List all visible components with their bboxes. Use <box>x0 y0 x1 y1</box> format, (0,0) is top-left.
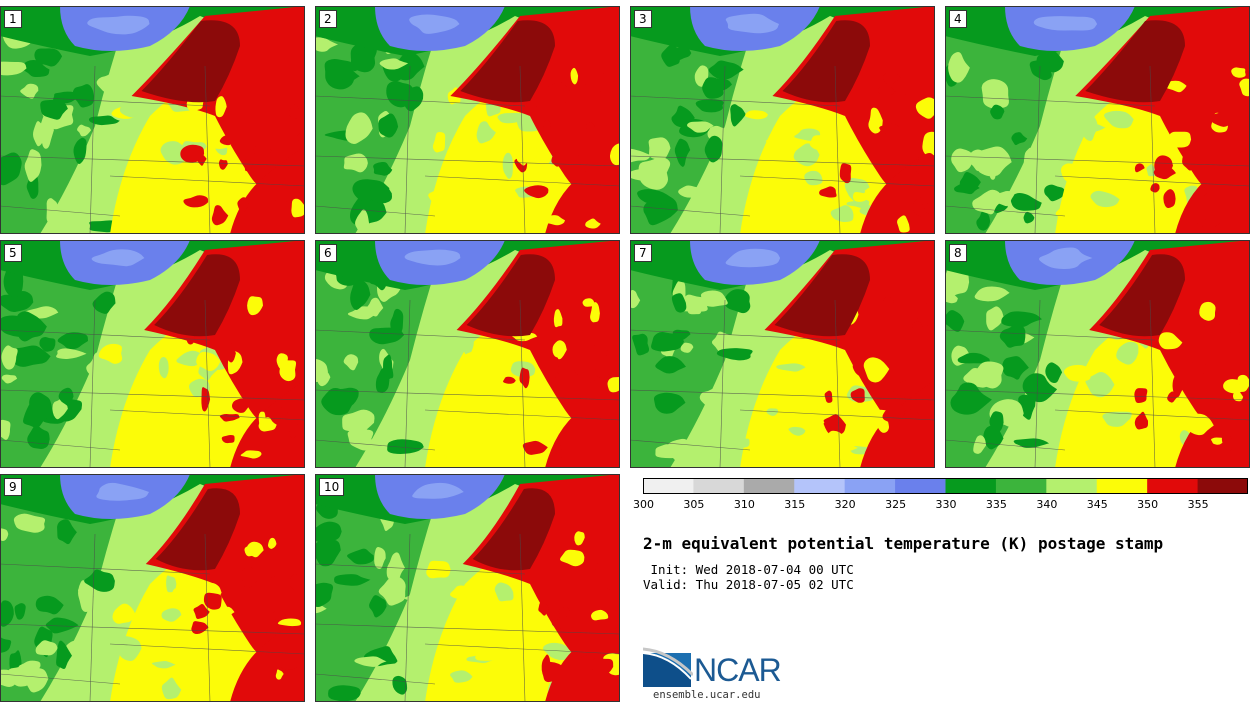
colorbar-tick-label: 300 <box>633 498 654 511</box>
stamp-panel-1: 1 <box>0 6 305 234</box>
colorbar-bin <box>743 478 795 494</box>
equivalent-potential-temperature-map <box>315 6 620 234</box>
stamp-label: 3 <box>634 10 652 28</box>
init-time: Init: Wed 2018-07-04 00 UTC <box>643 562 854 577</box>
equivalent-potential-temperature-map <box>630 6 935 234</box>
colorbar-bin <box>995 478 1047 494</box>
colorbar-bin <box>1046 478 1098 494</box>
stamp-panel-3: 3 <box>630 6 935 234</box>
equivalent-potential-temperature-map <box>945 240 1250 468</box>
colorbar-tick-label: 325 <box>885 498 907 511</box>
colorbar-tick-label: 335 <box>985 498 1007 511</box>
colorbar-bin <box>945 478 997 494</box>
stamp-panel-6: 6 <box>315 240 620 468</box>
colorbar-tick-label: 320 <box>834 498 856 511</box>
stamp-panel-2: 2 <box>315 6 620 234</box>
stamp-panel-7: 7 <box>630 240 935 468</box>
equivalent-potential-temperature-map <box>315 240 620 468</box>
plot-title: 2-m equivalent potential temperature (K)… <box>643 534 1164 553</box>
colorbar-bin <box>844 478 896 494</box>
stamp-label: 4 <box>949 10 967 28</box>
colorbar-tick-label: 305 <box>683 498 705 511</box>
colorbar-tick-label: 355 <box>1187 498 1209 511</box>
ncar-logo-text: NCAR <box>694 652 782 688</box>
stamp-panel-5: 5 <box>0 240 305 468</box>
colorbar-bin <box>1147 478 1199 494</box>
colorbar-bin <box>643 478 694 494</box>
colorbar-bin <box>794 478 846 494</box>
colorbar <box>643 478 1248 494</box>
equivalent-potential-temperature-map <box>630 240 935 468</box>
colorbar-bin <box>693 478 745 494</box>
equivalent-potential-temperature-map <box>315 474 620 702</box>
colorbar-bin <box>895 478 946 494</box>
stamp-label: 1 <box>4 10 22 28</box>
colorbar-tick-label: 315 <box>784 498 806 511</box>
equivalent-potential-temperature-map <box>0 6 305 234</box>
equivalent-potential-temperature-map <box>0 474 305 702</box>
stamp-label: 6 <box>319 244 337 262</box>
colorbar-bin <box>1096 478 1148 494</box>
colorbar-tick-label: 350 <box>1137 498 1159 511</box>
valid-time: Valid: Thu 2018-07-05 02 UTC <box>643 577 854 592</box>
stamp-label: 2 <box>319 10 337 28</box>
stamp-panel-8: 8 <box>945 240 1250 468</box>
stamp-panel-9: 9 <box>0 474 305 702</box>
equivalent-potential-temperature-map <box>945 6 1250 234</box>
equivalent-potential-temperature-map <box>0 240 305 468</box>
ncar-logo-icon <box>643 647 693 687</box>
colorbar-tick-label: 330 <box>935 498 957 511</box>
colorbar-tick-label: 345 <box>1086 498 1108 511</box>
stamp-label: 10 <box>319 478 345 496</box>
logo-url: ensemble.ucar.edu <box>653 689 761 701</box>
stamp-panel-10: 10 <box>315 474 620 702</box>
stamp-label: 8 <box>949 244 967 262</box>
colorbar-tick-label: 310 <box>733 498 755 511</box>
stamp-panel-4: 4 <box>945 6 1250 234</box>
colorbar-bin <box>1197 478 1248 494</box>
stamp-label: 9 <box>4 478 22 496</box>
stamp-label: 7 <box>634 244 652 262</box>
stamp-label: 5 <box>4 244 22 262</box>
colorbar-tick-label: 340 <box>1036 498 1058 511</box>
